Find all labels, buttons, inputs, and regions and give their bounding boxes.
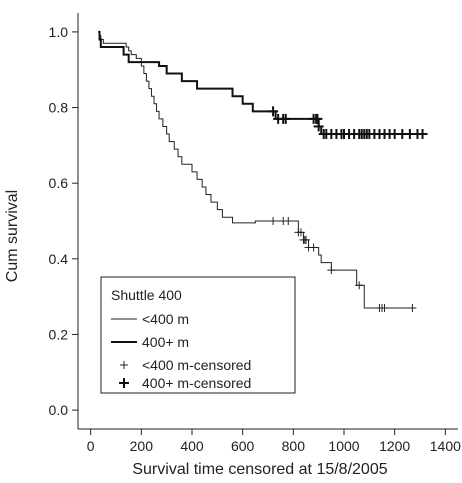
legend-marker-400plus-censored (119, 378, 129, 388)
censor-mark-lt400 (327, 266, 336, 275)
y-axis-title: Cum survival (4, 190, 21, 282)
legend-marker-lt400-censored (120, 361, 128, 369)
censor-mark-lt400 (380, 303, 389, 312)
censor-mark-lt400 (302, 235, 310, 244)
censor-mark-lt400 (284, 217, 293, 225)
censor-mark-lt400 (296, 228, 305, 237)
x-tick-label: 800 (282, 438, 306, 454)
y-tick-label: 0.4 (49, 251, 69, 267)
y-tick-label: 0.8 (49, 100, 69, 116)
y-tick-label: 0.0 (49, 402, 69, 418)
censor-mark-lt400 (355, 281, 364, 290)
legend-box (100, 276, 296, 394)
censor-mark-400plus (313, 121, 324, 132)
x-tick-label: 1200 (379, 438, 410, 454)
censor-mark-lt400 (408, 303, 417, 312)
censor-mark-lt400 (269, 217, 278, 225)
x-tick-label: 1000 (328, 438, 359, 454)
x-axis-title: Survival time censored at 15/8/2005 (132, 461, 387, 478)
censor-mark-400plus (268, 106, 279, 117)
y-tick-label: 0.2 (49, 326, 69, 342)
censor-mark-400plus (280, 113, 291, 124)
x-tick-label: 600 (231, 438, 255, 454)
censor-mark-400plus (417, 129, 428, 140)
legend-title: Shuttle 400 (111, 287, 182, 303)
x-tick-label: 400 (180, 438, 204, 454)
censor-mark-lt400 (309, 243, 318, 252)
x-tick-label: 200 (130, 438, 154, 454)
legend: Shuttle 400 <400 m 400+ m <400 m-censore… (100, 276, 296, 394)
legend-label-lt400-censored: <400 m-censored (142, 357, 251, 373)
x-tick-label: 1400 (430, 438, 461, 454)
y-tick-label: 1.0 (49, 24, 69, 40)
censor-mark-400plus (312, 113, 323, 124)
legend-label-400plus: 400+ m (142, 334, 189, 350)
legend-label-400plus-censored: 400+ m-censored (142, 375, 251, 391)
ticks: 0 200 400 600 800 1000 1200 1400 0.0 0.2 0.4 0.6 0.8… (49, 24, 462, 454)
series-line-lt400 (98, 31, 415, 309)
series-line-400plus (98, 30, 426, 136)
x-tick-label: 0 (87, 438, 95, 454)
legend-label-lt400: <400 m (142, 311, 189, 327)
y-tick-label: 0.6 (49, 175, 69, 191)
series-layer (98, 30, 428, 312)
